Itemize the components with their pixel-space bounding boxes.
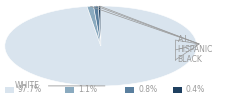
- Text: 97.7%: 97.7%: [18, 86, 42, 94]
- Bar: [5, 87, 14, 93]
- Text: 0.8%: 0.8%: [138, 86, 157, 94]
- Wedge shape: [5, 6, 197, 86]
- Wedge shape: [87, 6, 101, 46]
- Bar: [173, 87, 182, 93]
- Bar: [125, 87, 134, 93]
- Text: WHITE: WHITE: [14, 81, 39, 90]
- Text: A.I.: A.I.: [178, 36, 190, 44]
- Text: HISPANIC: HISPANIC: [178, 46, 213, 54]
- Bar: [65, 87, 74, 93]
- Wedge shape: [98, 6, 101, 46]
- Text: 0.4%: 0.4%: [186, 86, 205, 94]
- Wedge shape: [94, 6, 101, 46]
- Text: BLACK: BLACK: [178, 56, 203, 64]
- Text: 1.1%: 1.1%: [78, 86, 97, 94]
